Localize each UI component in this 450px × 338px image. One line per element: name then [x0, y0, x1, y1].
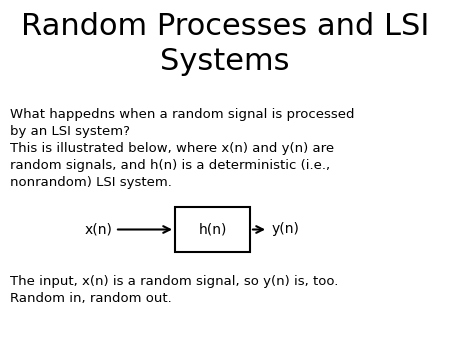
Bar	[175, 207, 250, 252]
Text: Random Processes and LSI
Systems: Random Processes and LSI Systems	[21, 12, 429, 76]
Text: What happedns when a random signal is processed
by an LSI system?
This is illust: What happedns when a random signal is pr…	[10, 108, 355, 189]
Text: y(n): y(n)	[272, 222, 300, 237]
Text: The input, x(n) is a random signal, so y(n) is, too.
Random in, random out.: The input, x(n) is a random signal, so y…	[10, 275, 338, 305]
Text: h(n): h(n)	[198, 222, 227, 237]
Text: x(n): x(n)	[85, 222, 113, 237]
